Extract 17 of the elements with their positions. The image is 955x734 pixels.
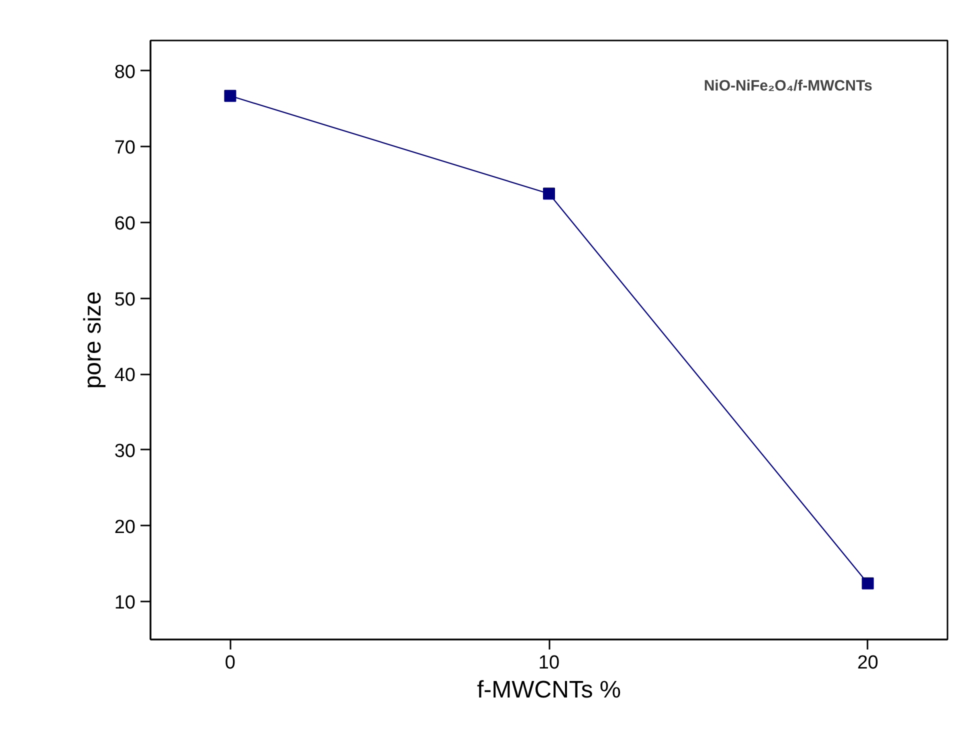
y-tick-label: 60 [114,213,136,234]
x-axis-title: f-MWCNTs % [477,676,621,704]
y-tick-label: 50 [114,289,136,310]
x-tick-label: 10 [538,652,560,674]
y-tick-label: 30 [114,440,136,462]
y-tick-label: 20 [114,516,136,538]
point [224,90,236,102]
y-tick-label: 70 [114,138,136,159]
y-axis-title: pore size [79,291,106,389]
y-tick-label: 80 [114,62,136,83]
x-tick-label: 20 [857,652,878,674]
y-tick-label: 40 [114,365,136,386]
y-tick-label: 10 [114,592,136,614]
point [862,577,874,590]
annotation: NiO-NiFe₂O₄/f-MWCNTs [704,77,872,94]
point [543,188,555,200]
x-tick-label: 0 [224,652,236,674]
